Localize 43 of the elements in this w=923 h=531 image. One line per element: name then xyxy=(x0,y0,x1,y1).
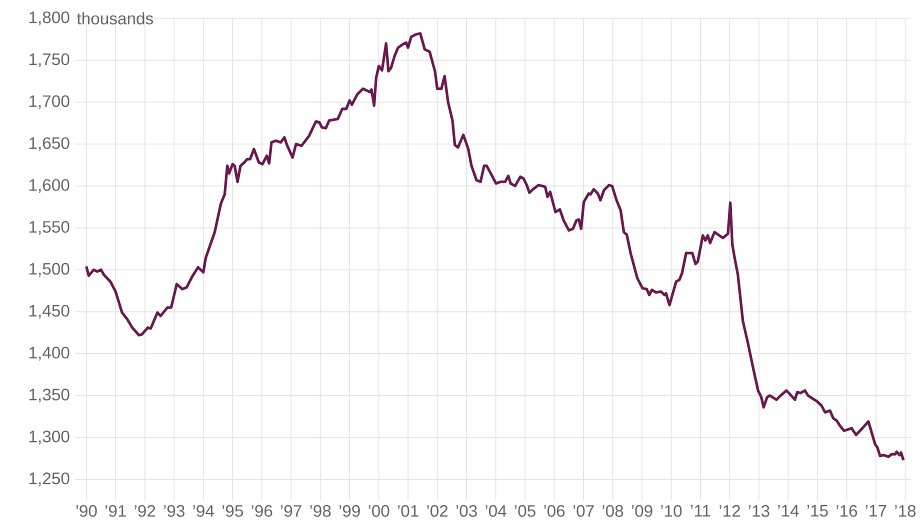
x-tick-label: ’97 xyxy=(280,505,302,517)
y-tick-label: 1,750 xyxy=(30,53,70,68)
x-tick-label: ’09 xyxy=(632,505,652,517)
x-tick-label: ’16 xyxy=(836,505,858,517)
x-tick-label: ’17 xyxy=(866,505,886,517)
x-tick-label: ’98 xyxy=(310,505,331,517)
x-tick-label: ’06 xyxy=(544,505,565,517)
x-tick-label: ’11 xyxy=(690,505,710,517)
y-tick-label: 1,800 xyxy=(30,11,70,26)
y-tick-label: 1,600 xyxy=(30,179,70,193)
x-tick-label: ’90 xyxy=(76,505,97,517)
x-tick-label: ’12 xyxy=(720,505,740,517)
y-tick-label: 1,400 xyxy=(30,346,70,361)
x-tick-label: ’00 xyxy=(368,505,390,517)
x-tick-label: ’94 xyxy=(193,505,214,517)
y-tick-label: 1,550 xyxy=(30,221,70,235)
x-tick-label: ’99 xyxy=(339,505,360,517)
x-tick-label: ’96 xyxy=(252,505,272,517)
x-tick-label: ’10 xyxy=(661,505,682,517)
x-tick-label: ’02 xyxy=(427,505,448,517)
y-tick-label: 1,650 xyxy=(30,137,70,151)
x-tick-label: ’15 xyxy=(807,505,828,517)
x-tick-label: ’93 xyxy=(164,505,184,517)
x-tick-label: ’18 xyxy=(895,505,916,517)
x-tick-label: ’04 xyxy=(486,505,506,517)
y-tick-label: 1,700 xyxy=(30,95,70,110)
y-tick-label: 1,300 xyxy=(30,430,70,444)
x-tick-label: ’95 xyxy=(222,505,243,517)
x-tick-label: ’08 xyxy=(602,505,624,517)
y-axis-title: thousands xyxy=(76,12,154,24)
y-tick-label: 1,450 xyxy=(30,304,70,319)
x-tick-label: ’13 xyxy=(748,505,770,517)
x-tick-label: ’03 xyxy=(456,505,477,517)
x-tick-label: ’01 xyxy=(398,505,418,517)
x-tick-label: ’91 xyxy=(106,505,126,517)
line-series xyxy=(85,32,905,462)
x-tick-label: ’05 xyxy=(514,505,536,517)
y-tick-label: 1,500 xyxy=(30,262,70,277)
x-tick-label: ’92 xyxy=(134,505,156,517)
y-tick-label: 1,250 xyxy=(30,472,70,486)
x-tick-label: ’14 xyxy=(778,505,799,517)
y-tick-label: 1,350 xyxy=(30,388,70,402)
x-tick-label: ’07 xyxy=(573,505,594,517)
